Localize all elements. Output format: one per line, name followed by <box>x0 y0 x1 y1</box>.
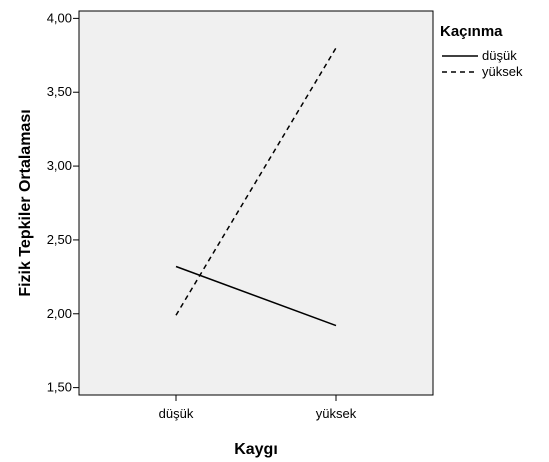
y-tick-label: 2,00 <box>47 306 72 321</box>
plot-area <box>78 10 434 396</box>
y-axis-title: Fizik Tepkiler Ortalaması <box>17 109 34 296</box>
y-tick-label: 1,50 <box>47 380 72 395</box>
series-line-dusuk <box>175 265 337 327</box>
y-axis: 1,50 2,00 2,50 3,00 3,50 4,00 <box>47 10 79 395</box>
legend-title: Kaçınma <box>440 23 503 40</box>
legend-label: yüksek <box>482 64 523 79</box>
series-line-yuksek <box>175 47 337 316</box>
legend-label: düşük <box>482 48 517 63</box>
x-tick-label: yüksek <box>316 406 357 421</box>
x-tick-label: düşük <box>159 406 194 421</box>
x-axis-title: Kaygı <box>234 441 278 458</box>
y-tick-label: 3,00 <box>47 158 72 173</box>
y-tick-label: 2,50 <box>47 232 72 247</box>
x-axis: düşük yüksek <box>159 395 357 421</box>
y-tick-label: 3,50 <box>47 84 72 99</box>
series-group <box>175 47 337 327</box>
y-tick-label: 4,00 <box>47 10 72 25</box>
